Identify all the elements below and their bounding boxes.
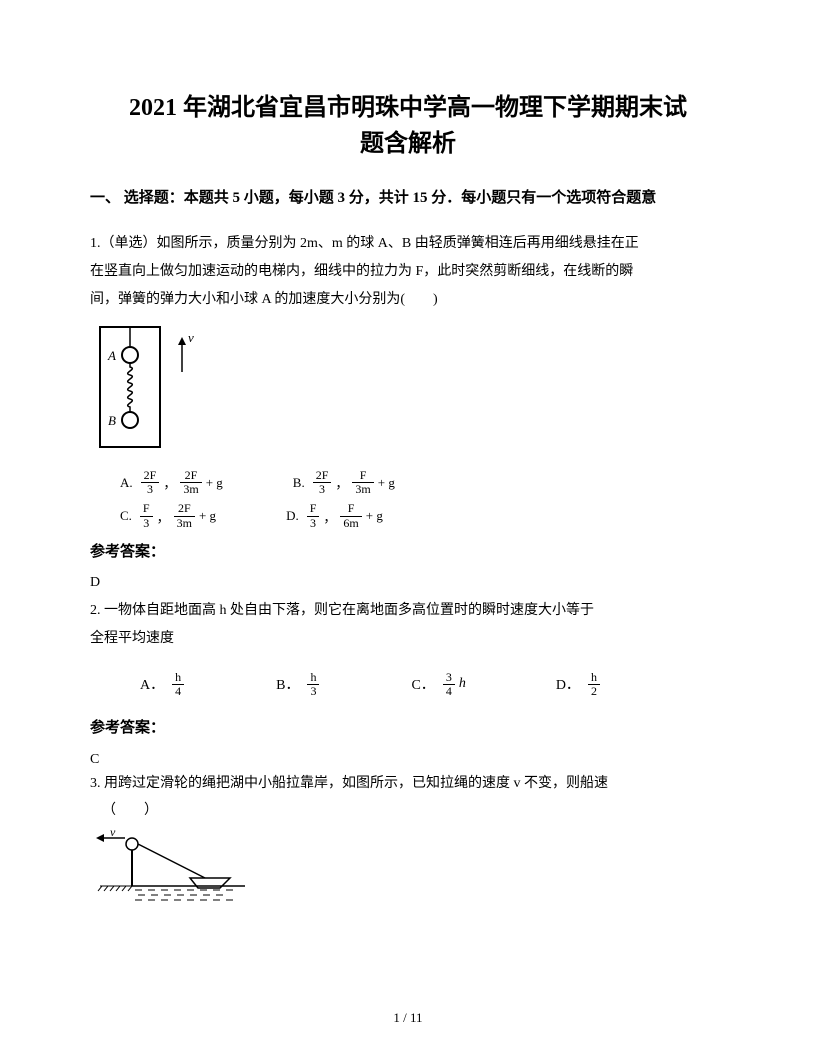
- pulley-boat-diagram: v: [90, 828, 250, 913]
- section-header: 一、 选择题：本题共 5 小题，每小题 3 分，共计 15 分．每小题只有一个选…: [90, 186, 726, 210]
- q3-label-v: v: [110, 828, 116, 839]
- q1-option-B: B. 2F3 ， F3m + g: [293, 469, 395, 496]
- q3-figure: v: [90, 828, 726, 918]
- q2-answer-label: 参考答案：: [90, 716, 726, 737]
- title-line2: 题含解析: [90, 126, 726, 162]
- q1-options-row1: A. 2F3 ， 2F3m + g B. 2F3 ， F3m + g: [120, 469, 726, 496]
- page-title: 2021 年湖北省宜昌市明珠中学高一物理下学期期末试 题含解析: [90, 90, 726, 162]
- label-B: B: [108, 413, 116, 428]
- q3-blank: （ ）: [102, 802, 726, 820]
- spring-elevator-diagram: A B v: [90, 322, 210, 452]
- question-2: 2. 一物体自距地面高 h 处自由下落，则它在离地面多高位置时的瞬时速度大小等于…: [90, 597, 726, 653]
- q1-line2: 在竖直向上做匀加速运动的电梯内，细线中的拉力为 F，此时突然剪断细线，在线断的瞬: [90, 258, 726, 286]
- q2-answer: C: [90, 751, 726, 769]
- q1-answer: D: [90, 575, 726, 591]
- q2-line2: 全程平均速度: [90, 625, 726, 653]
- q2-option-C: C． 34 h: [411, 671, 465, 698]
- q1-line1: 1.（单选）如图所示，质量分别为 2m、m 的球 A、B 由轻质弹簧相连后再用细…: [90, 230, 726, 258]
- label-A: A: [107, 348, 116, 363]
- q1-figure: A B v: [90, 322, 726, 457]
- question-3: 3. 用跨过定滑轮的绳把湖中小船拉靠岸，如图所示，已知拉绳的速度 v 不变，则船…: [90, 775, 726, 819]
- q1-line3: 间，弹簧的弹力大小和小球 A 的加速度大小分别为( ): [90, 286, 726, 314]
- q2-option-B: B． h3: [276, 671, 321, 698]
- label-v: v: [188, 330, 194, 345]
- q1-option-D: D. F3 ， F6m + g: [286, 502, 383, 529]
- q1-option-A: A. 2F3 ， 2F3m + g: [120, 469, 223, 496]
- question-1: 1.（单选）如图所示，质量分别为 2m、m 的球 A、B 由轻质弹簧相连后再用细…: [90, 230, 726, 314]
- q3-line1: 3. 用跨过定滑轮的绳把湖中小船拉靠岸，如图所示，已知拉绳的速度 v 不变，则船…: [90, 775, 726, 793]
- q2-line1: 2. 一物体自距地面高 h 处自由下落，则它在离地面多高位置时的瞬时速度大小等于: [90, 597, 726, 625]
- page-number: 1 / 11: [0, 1010, 816, 1026]
- q1-option-C: C. F3 ， 2F3m + g: [120, 502, 216, 529]
- q1-answer-label: 参考答案：: [90, 540, 726, 561]
- title-line1: 2021 年湖北省宜昌市明珠中学高一物理下学期期末试: [90, 90, 726, 126]
- q1-options-row2: C. F3 ， 2F3m + g D. F3 ， F6m + g: [120, 502, 726, 529]
- q2-options: A． h4 B． h3 C． 34 h D． h2: [140, 671, 726, 698]
- q2-option-A: A． h4: [140, 671, 186, 698]
- q2-option-D: D． h2: [556, 671, 602, 698]
